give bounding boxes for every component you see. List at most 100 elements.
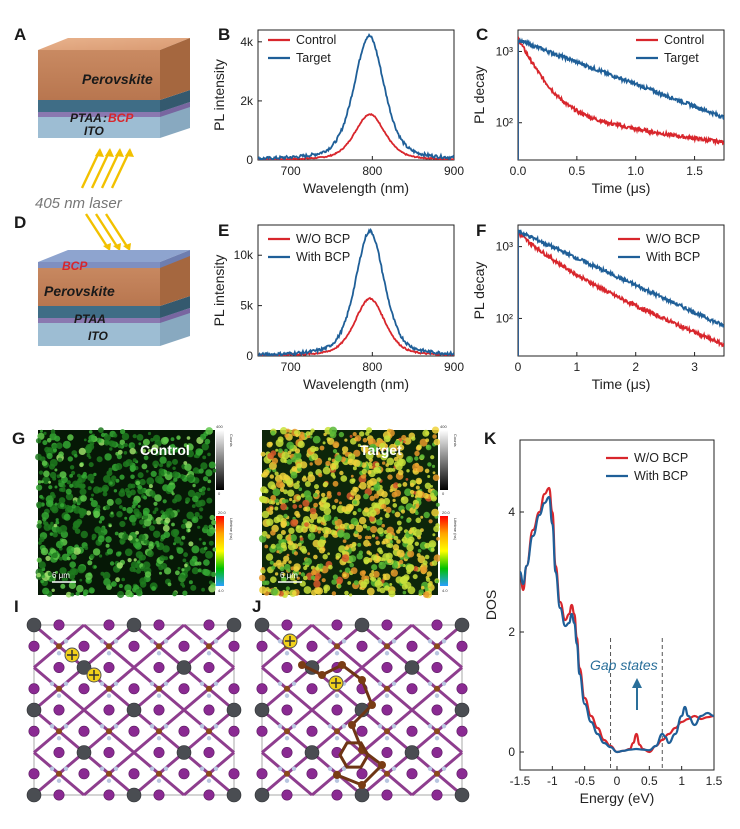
- pl-spot: [180, 582, 185, 586]
- pl-spot: [96, 504, 101, 510]
- hydrogen-atom: [441, 681, 447, 686]
- pl-spot: [300, 572, 306, 577]
- pl-spot: [385, 467, 391, 473]
- pl-spot: [125, 589, 133, 598]
- pl-spot: [366, 526, 371, 531]
- pl-spot: [325, 460, 331, 467]
- pl-spot: [124, 548, 133, 557]
- pl-spot: [122, 533, 129, 540]
- hydrogen-atom: [56, 736, 62, 741]
- pl-spot: [424, 468, 430, 474]
- pl-spot: [323, 507, 332, 515]
- pl-spot: [309, 462, 313, 466]
- pl-spot: [424, 554, 430, 560]
- pl-spot: [81, 474, 86, 479]
- pl-spot: [271, 565, 276, 570]
- pl-spot: [65, 504, 71, 510]
- iodine-atom: [331, 619, 343, 631]
- pl-spot: [141, 448, 147, 453]
- pl-spot: [119, 540, 125, 545]
- pl-spot: [140, 581, 147, 588]
- hydrogen-atom: [56, 693, 62, 698]
- pl-spot: [332, 574, 338, 580]
- pl-spot: [321, 578, 326, 583]
- iodine-atom: [128, 725, 140, 737]
- pl-spot: [302, 499, 310, 507]
- pl-spot: [105, 504, 110, 510]
- pl-spot: [258, 535, 267, 543]
- pl-spot: [150, 438, 155, 442]
- pl-spot: [303, 586, 312, 594]
- pl-spot: [153, 530, 161, 538]
- hydrogen-atom: [341, 766, 347, 771]
- pl-spot: [363, 559, 369, 565]
- pl-spot: [97, 535, 105, 543]
- x-tick-label: 3: [691, 360, 698, 374]
- pl-spot: [194, 511, 200, 518]
- pl-spot: [55, 540, 64, 549]
- pl-spot: [55, 518, 59, 522]
- pl-spot: [111, 581, 117, 587]
- iodine-atom: [281, 789, 293, 801]
- pl-spot: [159, 463, 164, 468]
- pl-spot: [384, 513, 390, 519]
- lead-atom: [26, 702, 42, 718]
- pl-spot: [206, 497, 213, 504]
- iodine-atom: [178, 725, 190, 737]
- pl-spot: [324, 496, 328, 500]
- pl-spot: [338, 431, 345, 438]
- pl-spot: [71, 554, 77, 560]
- iodine-atom: [431, 789, 443, 801]
- layer-colon-a: :: [103, 111, 107, 125]
- hydrogen-atom: [291, 766, 297, 771]
- pl-spot: [69, 483, 74, 488]
- pl-spot: [295, 433, 299, 438]
- pl-spot: [387, 474, 393, 480]
- pl-spot: [143, 539, 148, 544]
- x-axis-label: Time (μs): [592, 180, 651, 196]
- iodine-atom: [431, 704, 443, 716]
- pl-spot: [76, 518, 83, 526]
- pl-spot: [318, 502, 322, 505]
- pl-spot: [53, 523, 58, 528]
- pl-spot: [205, 427, 213, 435]
- pl-spot: [198, 515, 203, 520]
- hydrogen-atom: [113, 724, 119, 729]
- pl-spot: [156, 544, 160, 548]
- pl-spot: [386, 447, 391, 452]
- pl-spot: [87, 486, 92, 491]
- carbon-atom: [156, 643, 162, 650]
- pl-spot: [318, 563, 324, 569]
- pl-spot: [37, 480, 42, 484]
- pl-spot: [104, 453, 112, 461]
- pl-spot: [115, 577, 120, 583]
- pl-spot: [359, 431, 365, 437]
- pl-spot: [60, 583, 66, 589]
- pl-spot: [354, 435, 362, 442]
- pl-spot: [186, 449, 194, 458]
- pl-spot: [130, 474, 135, 480]
- iodine-atom: [356, 725, 368, 737]
- pl-spot: [145, 469, 149, 473]
- x-axis-label: Time (μs): [592, 376, 651, 392]
- pl-spot: [153, 434, 161, 442]
- lead-atom: [126, 787, 142, 803]
- pl-spot: [413, 532, 417, 536]
- pl-spot: [383, 435, 391, 443]
- pl-spot: [392, 544, 400, 551]
- pl-spot: [389, 488, 393, 493]
- iodine-atom: [306, 683, 318, 695]
- pl-spot: [379, 442, 386, 450]
- pl-spot: [385, 506, 392, 513]
- pl-spot: [115, 498, 122, 505]
- pl-spot: [56, 474, 61, 479]
- y-tick-label: 0: [246, 153, 253, 167]
- pl-spot: [316, 519, 322, 524]
- pl-spot: [90, 500, 98, 508]
- pl-spot: [330, 467, 335, 471]
- pl-spot: [51, 494, 56, 499]
- pl-spot: [147, 550, 154, 558]
- pl-spot: [198, 499, 206, 507]
- pl-spot: [43, 431, 47, 435]
- hydrogen-atom: [334, 778, 340, 783]
